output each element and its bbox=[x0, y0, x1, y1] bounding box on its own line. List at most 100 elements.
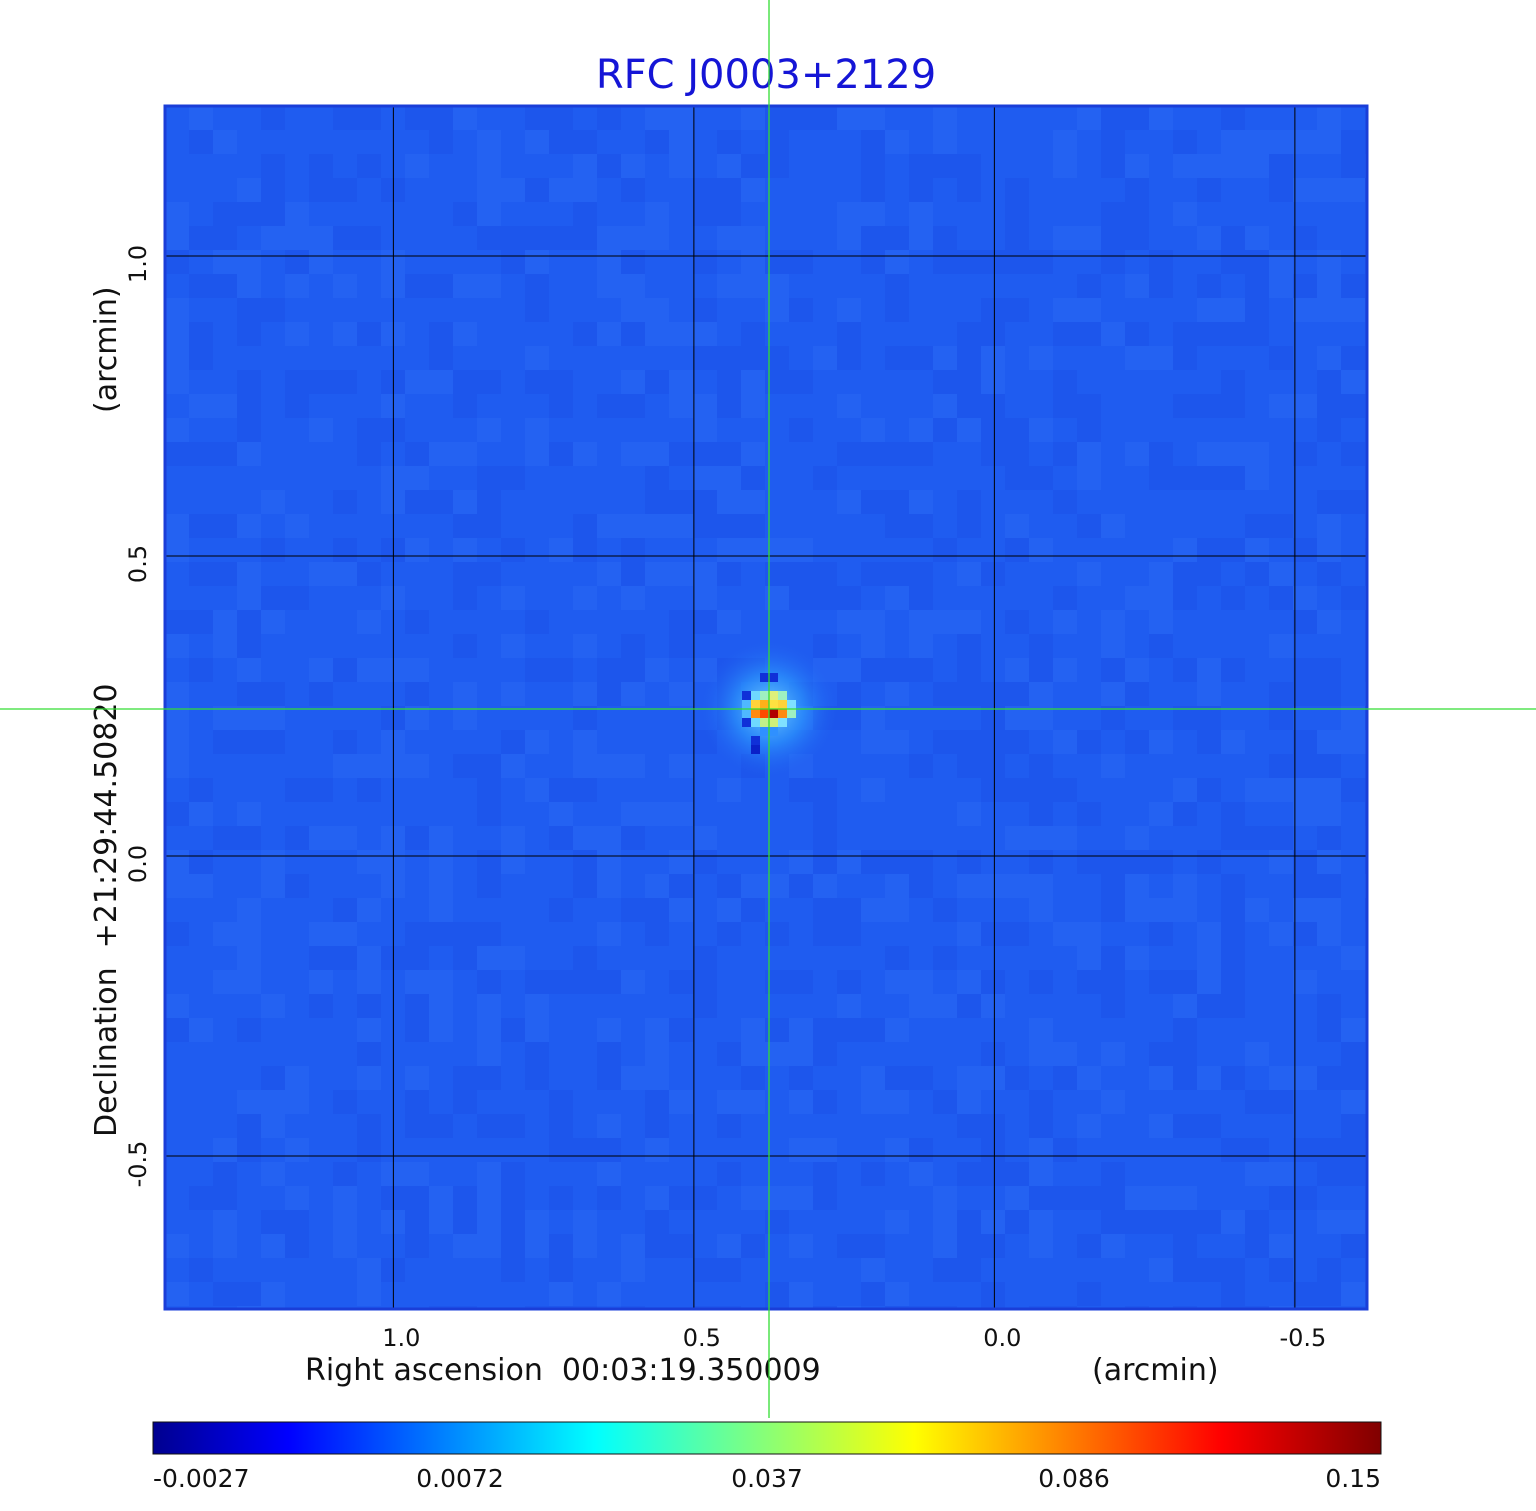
noise-cell bbox=[1269, 706, 1293, 730]
noise-cell bbox=[501, 682, 525, 706]
noise-cell bbox=[885, 250, 909, 274]
noise-cell bbox=[717, 1114, 741, 1138]
noise-cell bbox=[597, 922, 621, 946]
noise-cell bbox=[717, 514, 741, 538]
noise-cell bbox=[501, 250, 525, 274]
noise-cell bbox=[861, 634, 885, 658]
noise-cell bbox=[477, 1234, 501, 1258]
noise-cell bbox=[1221, 298, 1245, 322]
noise-cell bbox=[309, 994, 333, 1018]
noise-cell bbox=[549, 394, 573, 418]
noise-cell bbox=[1293, 682, 1317, 706]
noise-cell bbox=[1077, 1282, 1101, 1306]
noise-cell bbox=[1053, 1186, 1077, 1210]
noise-cell bbox=[933, 538, 957, 562]
noise-cell bbox=[1101, 874, 1125, 898]
noise-cell bbox=[669, 130, 693, 154]
noise-cell bbox=[837, 226, 861, 250]
noise-cell bbox=[1197, 322, 1221, 346]
noise-cell bbox=[357, 1018, 381, 1042]
noise-cell bbox=[549, 442, 573, 466]
noise-cell bbox=[261, 730, 285, 754]
noise-cell bbox=[1053, 154, 1077, 178]
noise-cell bbox=[405, 490, 429, 514]
noise-cell bbox=[405, 1234, 429, 1258]
noise-cell bbox=[909, 490, 933, 514]
noise-cell bbox=[933, 1234, 957, 1258]
noise-cell bbox=[405, 1186, 429, 1210]
noise-cell bbox=[285, 826, 309, 850]
noise-cell bbox=[813, 562, 837, 586]
noise-cell bbox=[357, 106, 381, 130]
noise-cell bbox=[1077, 922, 1101, 946]
noise-cell bbox=[357, 850, 381, 874]
noise-cell bbox=[525, 178, 549, 202]
noise-cell bbox=[957, 802, 981, 826]
noise-cell bbox=[573, 850, 597, 874]
noise-cell bbox=[285, 1186, 309, 1210]
noise-cell bbox=[213, 1282, 237, 1306]
noise-cell bbox=[525, 778, 549, 802]
noise-cell bbox=[1317, 106, 1341, 130]
noise-cell bbox=[477, 514, 501, 538]
noise-cell bbox=[957, 634, 981, 658]
noise-cell bbox=[1269, 586, 1293, 610]
noise-cell bbox=[333, 754, 357, 778]
noise-cell bbox=[693, 322, 717, 346]
noise-cell bbox=[1197, 778, 1221, 802]
noise-cell bbox=[933, 130, 957, 154]
noise-cell bbox=[1317, 298, 1341, 322]
noise-cell bbox=[525, 370, 549, 394]
noise-cell bbox=[1221, 394, 1245, 418]
noise-cell bbox=[1101, 634, 1125, 658]
noise-cell bbox=[1101, 946, 1125, 970]
noise-cell bbox=[1029, 754, 1053, 778]
noise-cell bbox=[1053, 1042, 1077, 1066]
noise-cell bbox=[1293, 754, 1317, 778]
noise-cell bbox=[549, 178, 573, 202]
noise-cell bbox=[1221, 538, 1245, 562]
noise-cell bbox=[525, 1234, 549, 1258]
source-pixel bbox=[787, 709, 797, 718]
noise-cell bbox=[285, 394, 309, 418]
noise-cell bbox=[1341, 130, 1365, 154]
noise-cell bbox=[1101, 610, 1125, 634]
noise-cell bbox=[1029, 1162, 1053, 1186]
noise-cell bbox=[957, 1162, 981, 1186]
noise-cell bbox=[1149, 802, 1173, 826]
noise-cell bbox=[1149, 730, 1173, 754]
noise-cell bbox=[645, 1186, 669, 1210]
noise-cell bbox=[477, 154, 501, 178]
noise-cell bbox=[1125, 1210, 1149, 1234]
noise-cell bbox=[1317, 682, 1341, 706]
noise-cell bbox=[237, 322, 261, 346]
noise-cell bbox=[165, 322, 189, 346]
noise-cell bbox=[1269, 754, 1293, 778]
noise-cell bbox=[165, 250, 189, 274]
noise-cell bbox=[837, 346, 861, 370]
noise-cell bbox=[1245, 1234, 1269, 1258]
source-pixel bbox=[760, 709, 770, 718]
noise-cell bbox=[477, 946, 501, 970]
noise-cell bbox=[645, 370, 669, 394]
noise-cell bbox=[549, 1282, 573, 1306]
noise-cell bbox=[861, 850, 885, 874]
noise-cell bbox=[165, 202, 189, 226]
noise-cell bbox=[213, 250, 237, 274]
noise-cell bbox=[741, 250, 765, 274]
noise-cell bbox=[789, 778, 813, 802]
noise-cell bbox=[669, 370, 693, 394]
noise-cell bbox=[1029, 1186, 1053, 1210]
noise-cell bbox=[933, 226, 957, 250]
noise-cell bbox=[501, 538, 525, 562]
noise-cell bbox=[621, 898, 645, 922]
noise-cell bbox=[1029, 682, 1053, 706]
noise-cell bbox=[357, 154, 381, 178]
y-axis-unit: (arcmin) bbox=[89, 286, 124, 413]
noise-cell bbox=[213, 562, 237, 586]
noise-cell bbox=[261, 538, 285, 562]
noise-cell bbox=[597, 1114, 621, 1138]
noise-cell bbox=[333, 1234, 357, 1258]
noise-cell bbox=[1029, 898, 1053, 922]
noise-cell bbox=[1197, 682, 1221, 706]
